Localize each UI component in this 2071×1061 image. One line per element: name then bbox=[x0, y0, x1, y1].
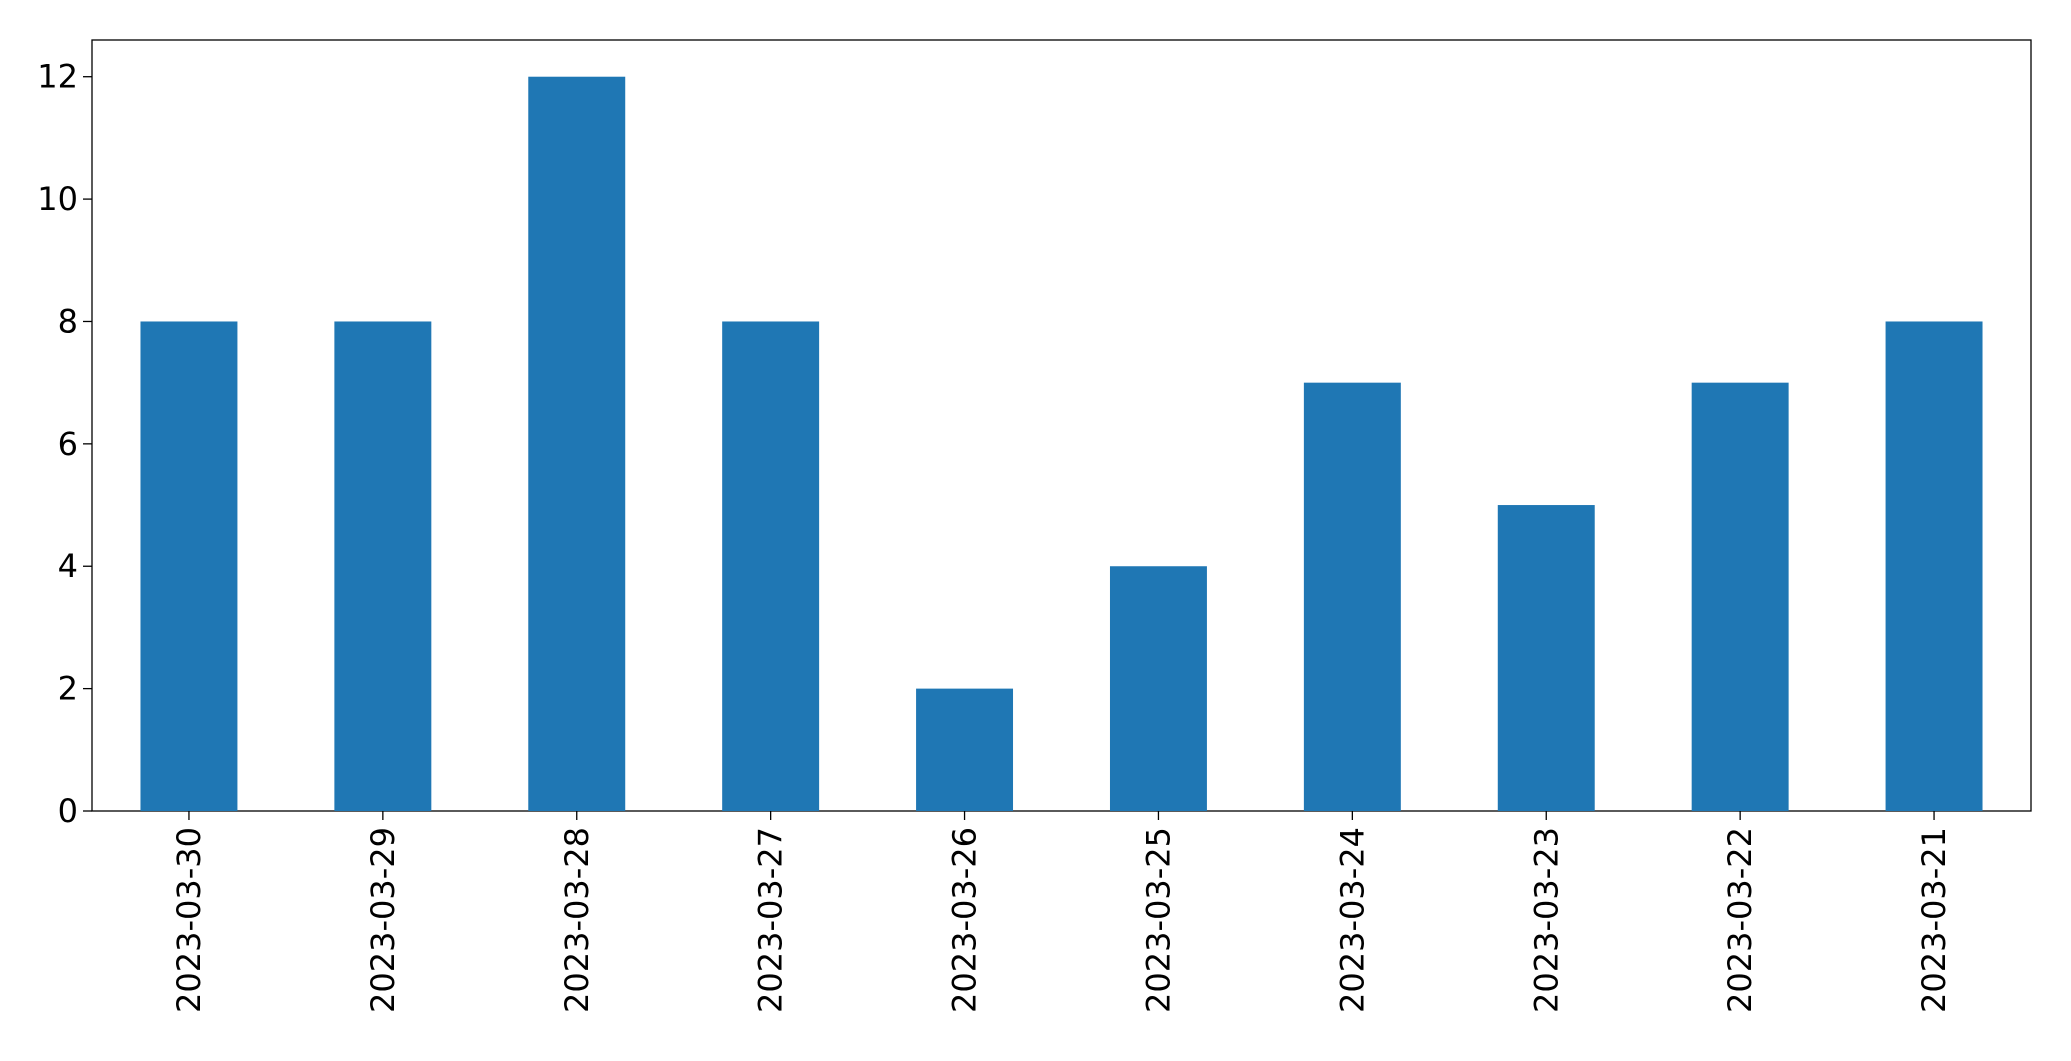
bar bbox=[334, 321, 432, 811]
plot-frame bbox=[91, 39, 2032, 812]
x-tick-label: 2023-03-25 bbox=[1139, 827, 1177, 1013]
bar bbox=[528, 76, 626, 811]
x-tick-label: 2023-03-21 bbox=[1915, 827, 1953, 1013]
x-tick-label: 2023-03-30 bbox=[170, 827, 208, 1013]
y-tick-label: 12 bbox=[37, 58, 78, 96]
bar bbox=[1303, 382, 1401, 811]
bar bbox=[1497, 505, 1595, 811]
bar bbox=[722, 321, 820, 811]
bar bbox=[1109, 566, 1207, 811]
x-tick-label: 2023-03-22 bbox=[1721, 827, 1759, 1013]
y-tick-label: 4 bbox=[58, 547, 78, 585]
x-tick-label: 2023-03-28 bbox=[558, 827, 596, 1013]
y-tick-label: 6 bbox=[58, 425, 78, 463]
x-tick-label: 2023-03-29 bbox=[364, 827, 402, 1013]
y-tick-label: 2 bbox=[58, 670, 78, 708]
bar bbox=[1885, 321, 1983, 811]
y-tick-label: 0 bbox=[58, 792, 78, 830]
bar bbox=[140, 321, 238, 811]
bar bbox=[916, 688, 1014, 811]
y-tick-label: 10 bbox=[37, 180, 78, 218]
x-tick-label: 2023-03-27 bbox=[752, 827, 790, 1013]
y-tick-label: 8 bbox=[58, 302, 78, 340]
bar bbox=[1691, 382, 1789, 811]
x-tick-label: 2023-03-26 bbox=[946, 827, 984, 1013]
x-tick-label: 2023-03-24 bbox=[1333, 827, 1371, 1013]
x-tick-label: 2023-03-23 bbox=[1527, 827, 1565, 1013]
